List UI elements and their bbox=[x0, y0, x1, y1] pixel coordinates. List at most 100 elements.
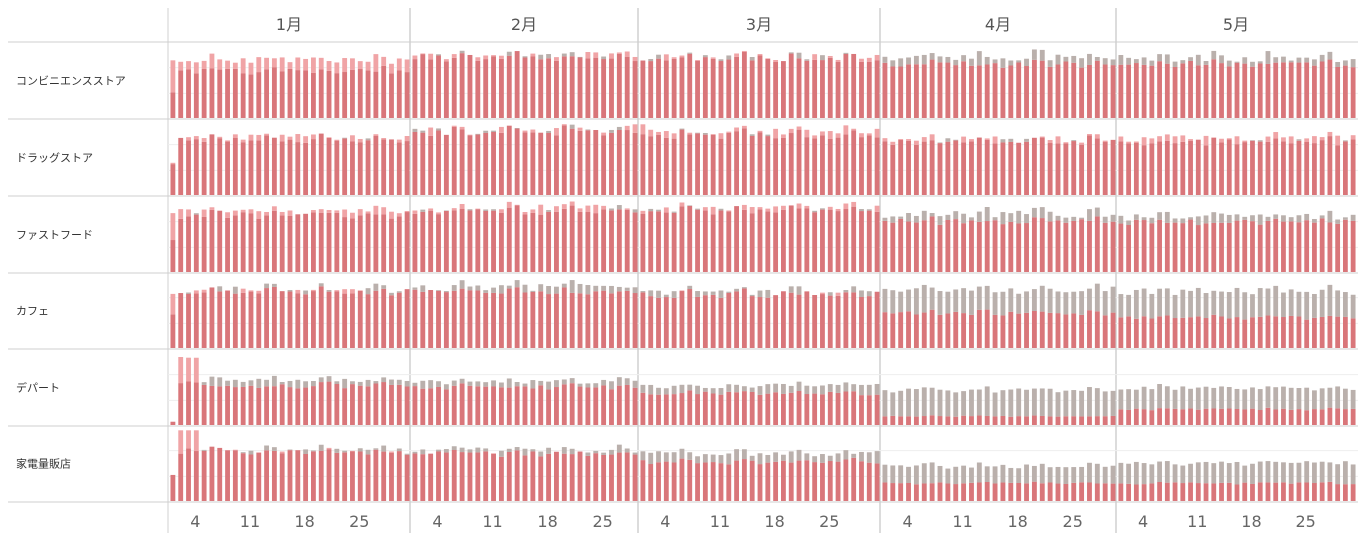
bar-recent bbox=[781, 209, 786, 272]
bar-recent-excess bbox=[820, 292, 825, 295]
bar-prev-excess bbox=[1047, 388, 1053, 417]
bar-recent bbox=[679, 206, 685, 272]
bar-prev-excess bbox=[1118, 215, 1124, 224]
bar-recent-excess bbox=[538, 204, 544, 215]
bar-recent bbox=[1219, 316, 1224, 348]
bar-recent bbox=[1126, 316, 1132, 348]
bar-recent bbox=[412, 131, 418, 195]
bar-recent bbox=[491, 210, 496, 272]
bar-recent bbox=[554, 387, 559, 425]
bar-recent-excess bbox=[890, 141, 896, 145]
bar-recent bbox=[749, 135, 755, 195]
bar-recent bbox=[624, 209, 630, 272]
bar-recent-excess bbox=[726, 131, 732, 133]
bar-recent-excess bbox=[459, 203, 465, 209]
bar-prev-excess bbox=[1164, 211, 1170, 223]
bar-recent bbox=[1319, 140, 1325, 195]
bar-prev-excess bbox=[1008, 60, 1014, 66]
bar-prev-excess bbox=[937, 142, 943, 144]
bar-recent bbox=[788, 133, 794, 195]
bar-recent bbox=[866, 462, 872, 501]
bar-prev-excess bbox=[757, 453, 763, 465]
bar-recent bbox=[796, 294, 802, 348]
bar-recent bbox=[483, 451, 489, 501]
bar-recent bbox=[1312, 65, 1317, 118]
bar-prev-excess bbox=[546, 130, 552, 133]
bar-recent bbox=[1133, 63, 1139, 118]
bar-prev-excess bbox=[656, 290, 661, 298]
bar-recent bbox=[671, 212, 677, 272]
bar-recent bbox=[334, 291, 340, 348]
bar-recent-excess bbox=[451, 54, 457, 58]
bar-recent bbox=[906, 482, 911, 501]
bar-recent bbox=[225, 290, 230, 348]
bar-recent-excess bbox=[874, 54, 880, 61]
bar-prev-excess bbox=[1211, 463, 1217, 484]
bar-recent-excess bbox=[271, 58, 277, 68]
bar-recent bbox=[1188, 219, 1193, 272]
bar-prev-excess bbox=[804, 453, 810, 461]
bar-recent-excess bbox=[1312, 136, 1317, 144]
bar-prev-excess bbox=[781, 454, 786, 461]
bar-prev-excess bbox=[569, 52, 575, 57]
bar-recent bbox=[1342, 409, 1348, 425]
bar-prev-excess bbox=[726, 291, 732, 293]
bar-recent bbox=[1350, 318, 1356, 348]
bar-recent-excess bbox=[827, 55, 833, 58]
bar-recent-excess bbox=[1079, 142, 1085, 145]
bar-recent bbox=[342, 138, 348, 195]
bar-prev-excess bbox=[201, 449, 207, 451]
bar-prev-excess bbox=[569, 124, 575, 129]
bar-prev-excess bbox=[248, 450, 254, 455]
bar-recent-excess bbox=[225, 212, 230, 218]
bar-prev-excess bbox=[561, 379, 567, 385]
bar-recent bbox=[1281, 221, 1286, 272]
bar-prev-excess bbox=[1008, 389, 1014, 417]
bar-prev-excess bbox=[514, 280, 520, 288]
bar-recent bbox=[1039, 60, 1045, 118]
bar-prev-excess bbox=[601, 379, 607, 386]
bar-prev-excess bbox=[561, 447, 567, 454]
bar-recent bbox=[773, 392, 779, 425]
bar-prev-excess bbox=[396, 291, 402, 293]
bar-prev-excess bbox=[365, 288, 371, 295]
bar-prev-excess bbox=[1039, 285, 1045, 312]
bar-recent bbox=[209, 446, 215, 501]
bar-recent bbox=[788, 205, 794, 272]
bar-recent bbox=[1102, 315, 1108, 348]
bar-recent-excess bbox=[757, 54, 763, 56]
bar-recent bbox=[217, 291, 223, 348]
bar-prev-excess bbox=[953, 392, 959, 417]
bar-recent-excess bbox=[193, 62, 199, 74]
bar-recent bbox=[640, 214, 646, 272]
bar-recent bbox=[443, 134, 449, 195]
bar-recent-excess bbox=[1164, 134, 1170, 141]
bar-recent bbox=[1273, 218, 1279, 272]
bar-recent-excess bbox=[1188, 139, 1193, 142]
bar-recent bbox=[585, 212, 591, 272]
bar-recent bbox=[318, 286, 324, 348]
bar-recent bbox=[648, 136, 654, 195]
bar-recent-excess bbox=[178, 209, 184, 219]
bar-recent bbox=[342, 72, 348, 118]
bar-recent bbox=[835, 295, 841, 348]
bar-prev-excess bbox=[765, 134, 771, 137]
bar-prev-excess bbox=[232, 379, 238, 388]
bar-recent-excess bbox=[287, 62, 293, 69]
bar-recent bbox=[921, 141, 927, 195]
bar-recent bbox=[170, 314, 176, 348]
bar-recent bbox=[1039, 218, 1045, 272]
bar-recent-excess bbox=[193, 290, 199, 294]
bar-recent bbox=[381, 214, 387, 272]
bar-prev-excess bbox=[1304, 57, 1310, 63]
bar-recent bbox=[232, 68, 238, 118]
bar-recent bbox=[569, 56, 575, 118]
bar-prev-excess bbox=[467, 449, 473, 453]
month-label: 1月 bbox=[276, 15, 302, 34]
bar-recent bbox=[1031, 59, 1037, 118]
bar-recent bbox=[961, 61, 967, 118]
bar-prev-excess bbox=[506, 285, 512, 289]
bar-prev-excess bbox=[217, 377, 223, 387]
bar-prev-excess bbox=[225, 380, 230, 386]
bar-recent bbox=[451, 290, 457, 348]
